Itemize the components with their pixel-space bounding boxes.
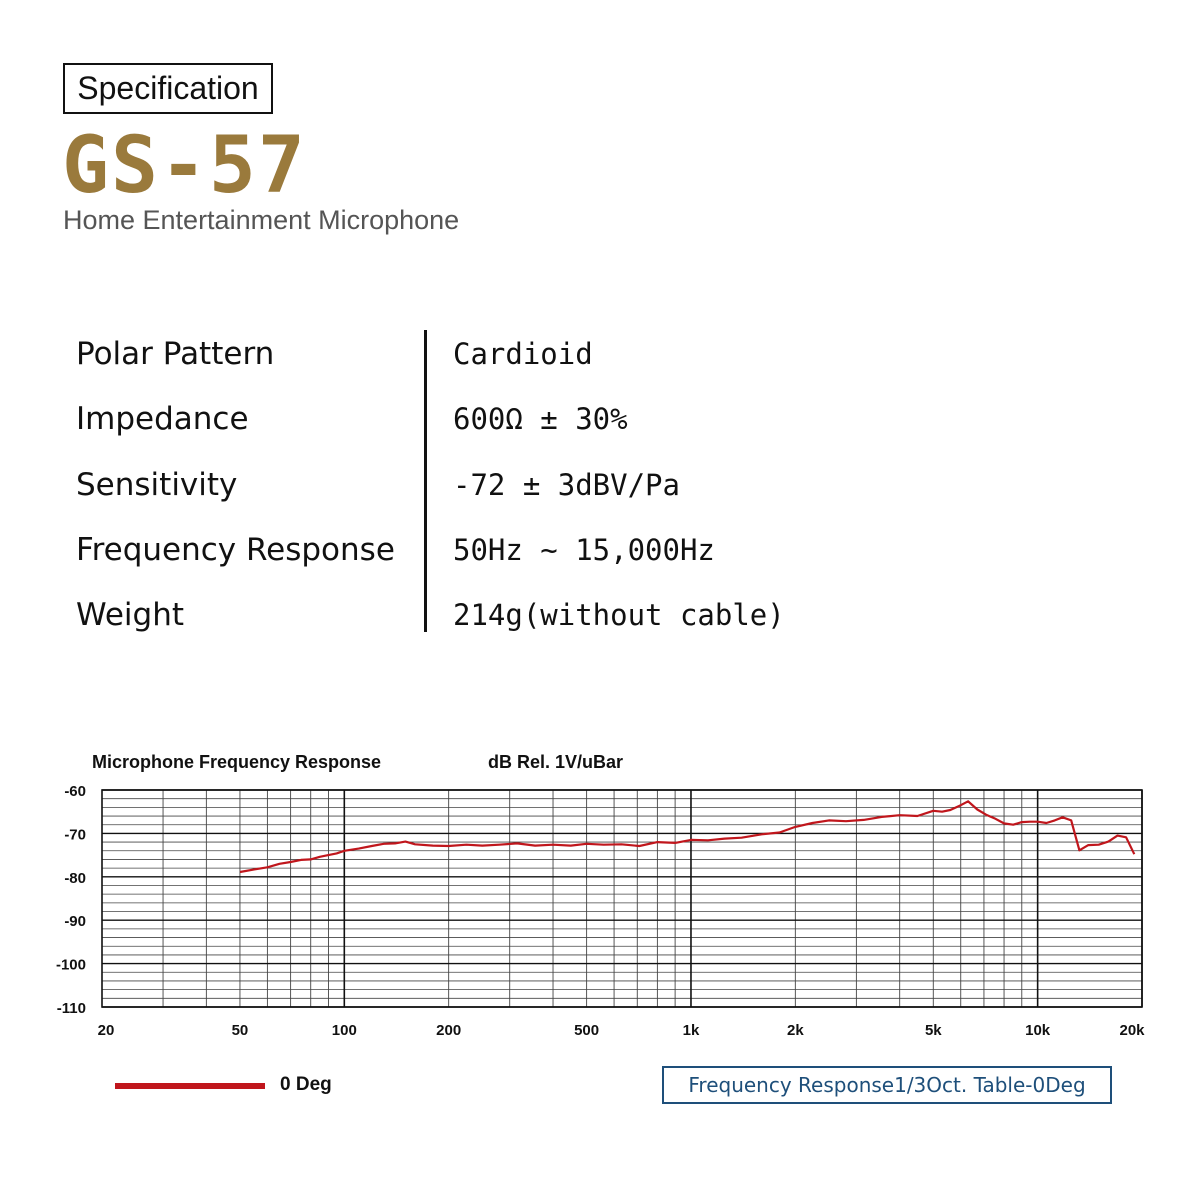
spec-label-impedance: Impedance (76, 401, 249, 437)
series-line-0-deg (239, 800, 1136, 874)
plot-border (101, 789, 1143, 1008)
spec-label-polar-pattern: Polar Pattern (76, 336, 275, 372)
spec-label-weight: Weight (76, 597, 185, 633)
x-tick-label: 20k (1119, 1022, 1145, 1039)
legend-line-0-deg (115, 1083, 265, 1089)
spec-label-frequency-response: Frequency Response (76, 532, 395, 568)
specification-badge: Specification (63, 63, 273, 114)
x-tick-label: 5k (925, 1022, 942, 1039)
x-tick-label: 50 (232, 1022, 249, 1039)
frequency-response-chart: Microphone Frequency Response dB Rel. 1V… (0, 740, 1200, 1160)
x-tick-label: 500 (574, 1022, 599, 1039)
y-tick-label: -60 (64, 783, 86, 800)
chart-ylabel: dB Rel. 1V/uBar (488, 752, 623, 772)
specification-table: Polar Pattern Cardioid Impedance 600Ω ± … (76, 330, 785, 633)
spec-value-impedance: 600Ω ± 30% (453, 402, 628, 436)
x-tick-label: 2k (787, 1022, 804, 1039)
x-tick-label: 200 (436, 1022, 461, 1039)
y-tick-label: -80 (64, 870, 86, 887)
spec-value-sensitivity: -72 ± 3dBV/Pa (453, 468, 680, 502)
spec-value-weight: 214g(without cable) (453, 598, 785, 632)
spec-value-polar-pattern: Cardioid (453, 337, 593, 371)
model-name: GS-57 (62, 121, 307, 211)
spec-value-frequency-response: 50Hz ~ 15,000Hz (453, 533, 715, 567)
x-tick-label: 100 (332, 1022, 357, 1039)
spec-label-sensitivity: Sensitivity (76, 467, 238, 503)
y-tick-label: -70 (64, 826, 86, 843)
spec-divider (424, 330, 427, 632)
chart-title: Microphone Frequency Response (92, 752, 381, 772)
table-annotation-badge: Frequency Response1/3Oct. Table-0Deg (662, 1066, 1112, 1104)
x-tick-label: 10k (1025, 1022, 1051, 1039)
y-tick-label: -110 (57, 1000, 86, 1017)
chart-svg: Microphone Frequency Response dB Rel. 1V… (56, 752, 1145, 1039)
x-tick-label: 1k (683, 1022, 700, 1039)
y-tick-label: -100 (56, 957, 86, 974)
product-subtitle: Home Entertainment Microphone (63, 205, 460, 235)
legend-label-0-deg: 0 Deg (280, 1074, 332, 1095)
y-tick-label: -90 (64, 913, 86, 930)
x-tick-label: 20 (98, 1022, 115, 1039)
